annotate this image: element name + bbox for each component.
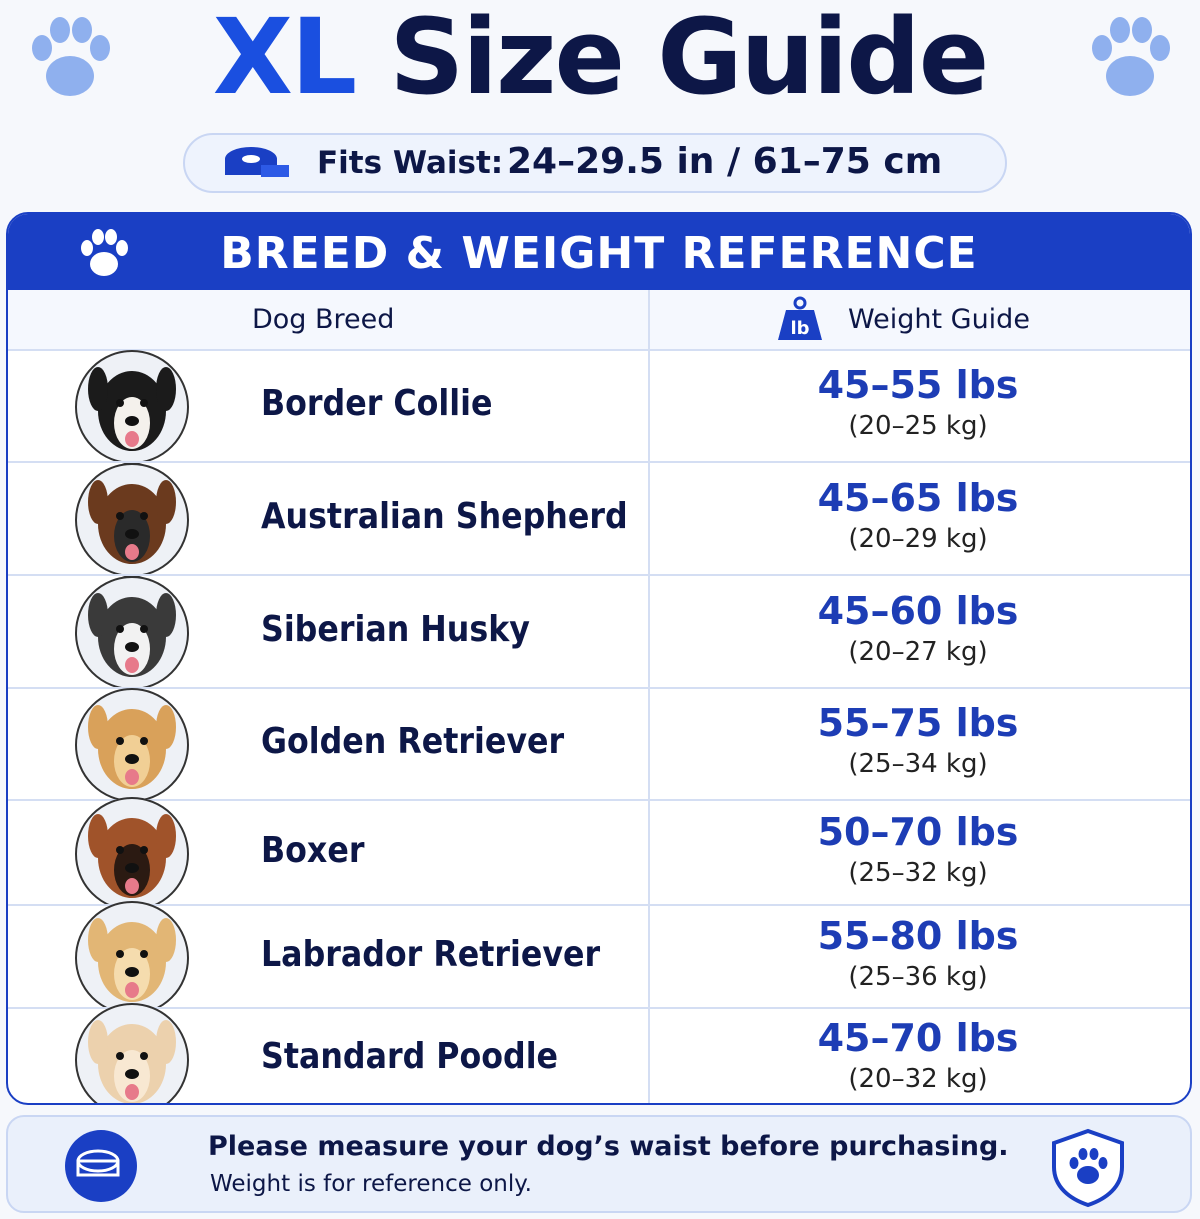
fit-pill: Fits Waist: 24–29.5 in / 61–75 cm (183, 133, 1007, 193)
breed-name: Siberian Husky (261, 608, 530, 650)
weight-lbs: 55–80 lbs (817, 913, 1019, 958)
fit-label: Fits Waist: (317, 145, 504, 181)
weight-kg: (20–32 kg) (848, 1064, 988, 1094)
dog-photo (75, 575, 189, 690)
weight-kg: (25–34 kg) (848, 749, 988, 779)
weight-lbs: 55–75 lbs (817, 701, 1019, 745)
table-row: Labrador Retriever 55–80 lbs (25–36 kg) (8, 900, 1190, 1015)
table-body: Border Collie 45–55 lbs (20–25 kg) Australi… (8, 349, 1190, 1103)
weight-kg: (25–36 kg) (848, 961, 988, 992)
weight-lbs: 45–55 lbs (817, 363, 1019, 407)
weight-kg: (20–29 kg) (848, 523, 988, 554)
title-highlight: XL (212, 0, 357, 118)
table-row: Standard Poodle 45–70 lbs (20–32 kg) (8, 1003, 1190, 1103)
weight-lbs: 45–70 lbs (817, 1016, 1019, 1060)
table-title: BREED & WEIGHT REFERENCE (220, 228, 978, 279)
breed-name: Standard Poodle (261, 1036, 559, 1077)
weight-kg: (25–32 kg) (848, 857, 988, 888)
paw-icon (1092, 17, 1170, 96)
table-row: Border Collie 45–55 lbs (20–25 kg) (8, 349, 1190, 464)
table-card: BREED & WEIGHT REFERENCE Dog Breed lb We… (6, 212, 1192, 1105)
column-title: Dog Breed (252, 304, 395, 335)
column-title: Weight Guide (848, 304, 1030, 335)
dog-photo (75, 796, 189, 911)
weight-lbs: 45–60 lbs (817, 588, 1019, 633)
breed-name: Golden Retriever (261, 721, 565, 762)
breed-name: Labrador Retriever (261, 933, 601, 975)
title: XL Size Guide (0, 0, 1200, 122)
breed-name: Border Collie (261, 383, 493, 424)
weight-icon: lb (778, 296, 822, 340)
shield-icon (1052, 1128, 1124, 1207)
table-row: Golden Retriever 55–75 lbs (25–34 kg) (8, 687, 1190, 802)
breed-name: Boxer (261, 829, 365, 871)
paw-icon (81, 229, 128, 276)
table-header-band: BREED & WEIGHT REFERENCE (8, 214, 1190, 290)
table-row: Boxer 50–70 lbs (25–32 kg) (8, 796, 1190, 911)
dog-photo (75, 1003, 189, 1103)
footer-line: Please measure your dog’s waist before p… (208, 1131, 1009, 1162)
footer-line: Weight is for reference only. (210, 1171, 532, 1197)
tape-icon (225, 147, 289, 177)
dog-photo (75, 462, 189, 577)
dog-photo (75, 350, 189, 464)
title-rest: Size Guide (389, 0, 989, 118)
column-header: Dog Breed lb Weight Guide (8, 290, 1190, 349)
paw-icon (32, 17, 110, 96)
weight-lbs: 50–70 lbs (817, 809, 1019, 854)
weight-icon-label: lb (790, 318, 809, 339)
tape-icon (65, 1130, 137, 1202)
table-row: Siberian Husky 45–60 lbs (20–27 kg) (8, 574, 1190, 690)
footer-note: Please measure your dog’s waist before p… (6, 1115, 1192, 1213)
dog-photo (75, 688, 189, 802)
breed-name: Australian Shepherd (261, 495, 628, 537)
dog-photo (75, 900, 189, 1015)
fit-value: 24–29.5 in / 61–75 cm (507, 141, 943, 182)
column-divider (648, 290, 650, 1103)
weight-kg: (20–27 kg) (848, 636, 988, 667)
weight-lbs: 45–65 lbs (817, 475, 1019, 520)
weight-kg: (20–25 kg) (848, 411, 988, 441)
table-row: Australian Shepherd 45–65 lbs (20–29 kg) (8, 461, 1190, 577)
